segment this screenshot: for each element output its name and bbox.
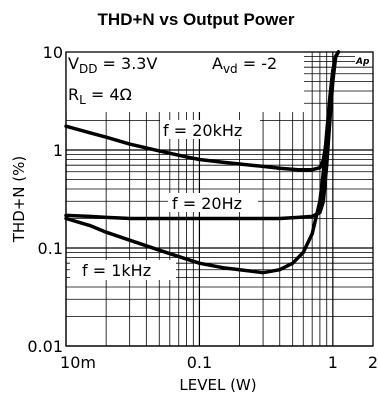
series-label-20hz: f = 20Hz [172,194,242,213]
vdd-label: VDD = 3.3V [68,54,157,76]
x-tick-label: 10m [60,353,96,372]
plot-frame [65,51,374,347]
series-line-2 [64,50,341,275]
y-tick-label: 1 [53,141,63,160]
y-tick-label: 0.01 [27,337,63,356]
rl-label: RL = 4Ω [68,85,132,107]
series-line-1 [64,50,341,221]
logo-bg [355,54,373,66]
tick-labels: 10m 0.1 1 2 10 1 0.1 0.01 [27,43,378,372]
label-1khz-bg [70,260,176,280]
avd-label: Avd = -2 [212,54,277,76]
x-tick-label: 1 [328,353,338,372]
x-tick-label: 2 [368,353,378,372]
series-label-1khz: f = 1kHz [82,261,151,280]
label-20khz-bg [160,120,260,139]
series-lines [64,50,341,275]
chart-title: THD+N vs Output Power [98,10,295,29]
ap-logo: Ap [355,57,370,67]
x-axis-label: LEVEL (W) [179,376,256,394]
x-tick-label: 0.1 [187,353,212,372]
y-tick-label: 10 [43,43,63,62]
y-axis-label: THD+N (%) [10,156,28,244]
y-tick-label: 0.1 [38,239,63,258]
series-label-20khz: f = 20kHz [163,121,242,140]
conditions-box [66,52,304,112]
label-20hz-bg [168,193,258,212]
